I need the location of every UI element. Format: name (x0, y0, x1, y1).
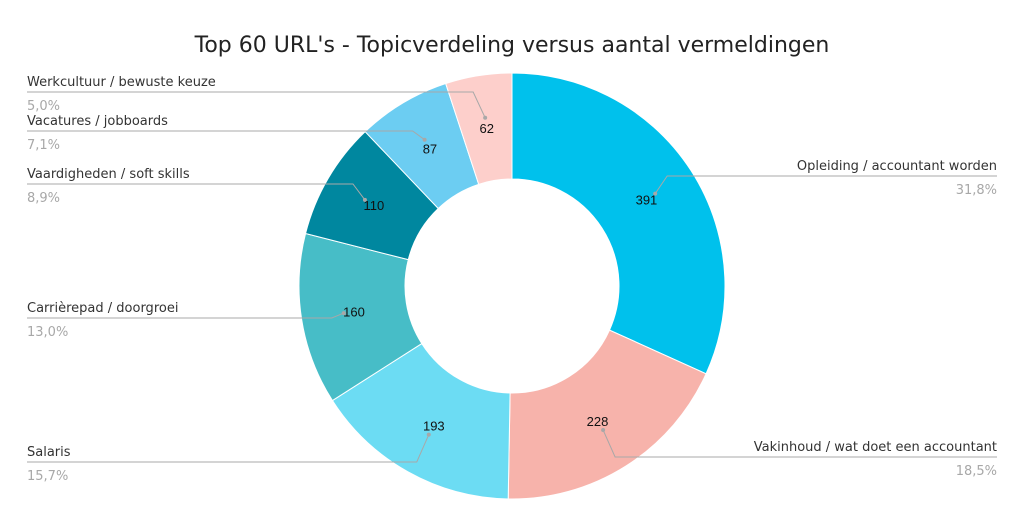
slice-werkcultuur-bewuste-keuze (445, 72, 513, 185)
leader-line-salaris (27, 434, 430, 463)
chart-title: Top 60 URL's - Topicverdeling versus aan… (194, 33, 830, 58)
value-label-opleiding-accountant-worden: 391 (636, 192, 658, 207)
value-label-vakinhoud-wat-doet-een-accountant: 228 (587, 414, 609, 429)
leader-dot-carrierepad-doorgroei (341, 311, 346, 316)
leader-line-vakinhoud-wat-doet-een-accountant (602, 429, 997, 458)
percent-label-vaardigheden-soft-skills: 8,9% (27, 191, 60, 206)
leader-line-carrierepad-doorgroei (27, 312, 344, 319)
slice-vakinhoud-wat-doet-een-accountant (507, 329, 707, 500)
category-label-salaris: Salaris (27, 445, 71, 460)
slices-group (298, 72, 726, 500)
percent-label-salaris: 15,7% (27, 469, 68, 484)
leader-dot-vaardigheden-soft-skills (362, 197, 367, 202)
leader-dot-werkcultuur-bewuste-keuze (483, 115, 488, 120)
leader-dot-opleiding-accountant-worden (653, 191, 658, 196)
leader-dot-vacatures-jobboards (422, 137, 427, 142)
value-label-carrierepad-doorgroei: 160 (343, 304, 365, 319)
category-label-vaardigheden-soft-skills: Vaardigheden / soft skills (27, 167, 190, 182)
category-label-carrierepad-doorgroei: Carrièrepad / doorgroei (27, 301, 178, 316)
leader-line-werkcultuur-bewuste-keuze (27, 91, 486, 118)
category-label-vakinhoud-wat-doet-een-accountant: Vakinhoud / wat doet een accountant (754, 440, 997, 455)
leader-line-vacatures-jobboards (27, 130, 425, 141)
value-label-vacatures-jobboards: 87 (423, 142, 437, 157)
leader-line-vaardigheden-soft-skills (27, 183, 366, 201)
labels-group: 391 Opleiding / accountant worden 31,8% 228… (27, 75, 997, 484)
value-label-vaardigheden-soft-skills: 110 (364, 198, 385, 213)
leader-dot-vakinhoud-wat-doet-een-accountant (601, 428, 606, 433)
percent-label-vakinhoud-wat-doet-een-accountant: 18,5% (956, 464, 997, 479)
slice-opleiding-accountant-worden (511, 72, 726, 375)
slice-salaris (331, 342, 511, 500)
category-label-opleiding-accountant-worden: Opleiding / accountant worden (797, 159, 997, 174)
percent-label-vacatures-jobboards: 7,1% (27, 138, 60, 153)
leader-line-opleiding-accountant-worden (654, 175, 997, 194)
percent-label-opleiding-accountant-worden: 31,8% (956, 183, 997, 198)
category-label-werkcultuur-bewuste-keuze: Werkcultuur / bewuste keuze (27, 75, 216, 90)
leader-lines-group (27, 91, 997, 463)
category-label-vacatures-jobboards: Vacatures / jobboards (27, 114, 168, 129)
leader-dot-salaris (426, 432, 431, 437)
value-label-werkcultuur-bewuste-keuze: 62 (480, 121, 494, 136)
percent-label-carrierepad-doorgroei: 13,0% (27, 325, 68, 340)
percent-label-werkcultuur-bewuste-keuze: 5,0% (27, 99, 60, 114)
value-label-salaris: 193 (423, 419, 445, 434)
